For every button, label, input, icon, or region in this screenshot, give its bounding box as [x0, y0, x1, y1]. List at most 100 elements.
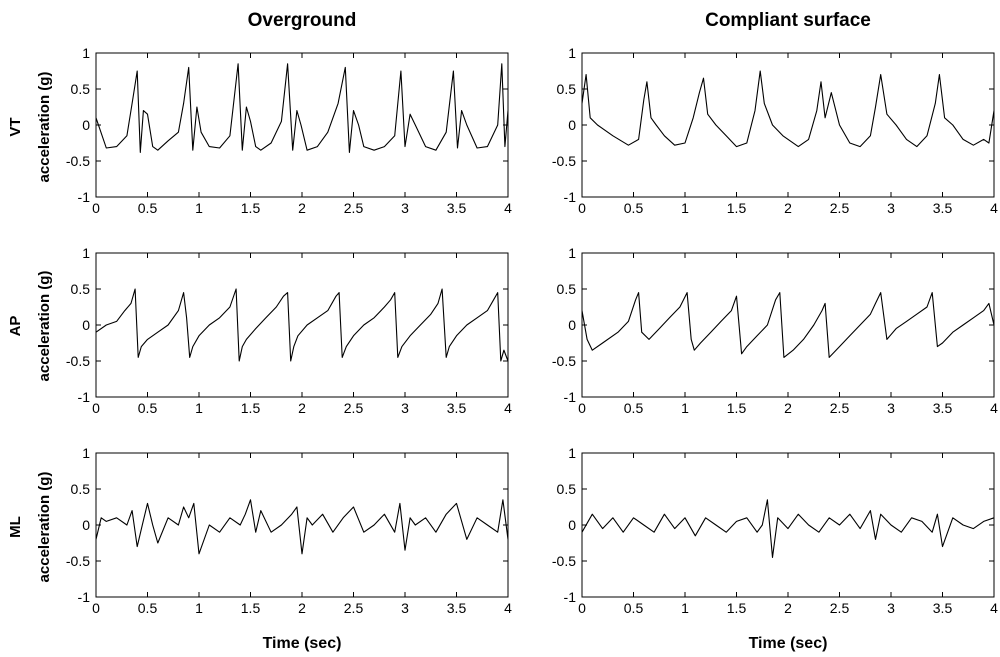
panel-ml-overground-x-tick-label: 4	[504, 600, 512, 616]
panel-ap-compliant-surface-plot-frame	[581, 252, 995, 398]
panel-vt-compliant-surface-x-tick-label: 2.5	[830, 200, 850, 216]
panel-ml-overground-x-tick-label: 2.5	[344, 600, 364, 616]
panel-ml-compliant-surface-x-tick-label: 2.5	[830, 600, 850, 616]
row-label-vt-quantity: acceleration (g)	[36, 72, 53, 183]
panel-ml-overground-x-tick-label: 0.5	[138, 600, 158, 616]
panel-vt-compliant-surface-x-tick-label: 0.5	[624, 200, 644, 216]
panel-ap-overground-x-tick-label: 3.5	[447, 400, 467, 416]
panel-ap-compliant-surface-y-tick-label: 0	[568, 317, 576, 333]
row-label-ap-axis: AP	[7, 316, 24, 337]
panel-ml-compliant-surface-x-tick-label: 0.5	[624, 600, 644, 616]
panel-vt-overground: 0 0.5 1 1.5 2 2.5 3 3.5 4 -1 -0.5 0 0.5 1	[66, 45, 512, 216]
panel-ap-compliant-surface-x-tick-label: 2	[784, 400, 792, 416]
panel-vt-compliant-surface-x-tick-label: 3.5	[933, 200, 953, 216]
panel-ap-compliant-surface-x-tick-label: 4	[990, 400, 998, 416]
panel-ap-overground-y-tick-label: 1	[82, 245, 90, 261]
panel-ml-overground-x-tick-label: 2	[298, 600, 306, 616]
panel-ml-compliant-surface-x-tick-label: 0	[578, 600, 586, 616]
panel-ml-overground-y-tick-label: 0.5	[71, 481, 91, 497]
row-label-vt: VT acceleration (g)	[7, 72, 53, 183]
panel-ap-overground-x-tick-label: 0.5	[138, 400, 158, 416]
panel-ml-overground-y-tick-label: 0	[82, 517, 90, 533]
panel-vt-overground-x-tick-label: 1	[195, 200, 203, 216]
panel-ml-compliant-surface-y-tick-label: 0.5	[557, 481, 577, 497]
panel-ml-compliant-surface-y-tick-label: -0.5	[552, 553, 576, 569]
panel-vt-overground-x-tick-label: 4	[504, 200, 512, 216]
panel-ml-overground-plot-frame	[95, 452, 509, 598]
panel-vt-overground-y-tick-label: 1	[82, 45, 90, 61]
row-label-ap-quantity: acceleration (g)	[36, 271, 53, 382]
row-label-ml-quantity: acceleration (g)	[36, 472, 53, 583]
panel-vt-compliant-surface-y-tick-label: -1	[564, 189, 577, 205]
panel-vt-compliant-surface-x-tick-label: 1	[681, 200, 689, 216]
panel-ap-overground-y-tick-label: 0.5	[71, 281, 91, 297]
panel-ml-overground: 0 0.5 1 1.5 2 2.5 3 3.5 4 -1 -0.5 0 0.5 1	[66, 445, 512, 616]
panel-ml-compliant-surface-x-tick-label: 2	[784, 600, 792, 616]
panel-ml-overground-acceleration-trace	[95, 499, 509, 555]
panel-ap-compliant-surface-x-tick-label: 3	[887, 400, 895, 416]
panel-ap-compliant-surface-x-tick-label: 3.5	[933, 400, 953, 416]
panel-ml-compliant-surface-y-tick-label: 0	[568, 517, 576, 533]
panel-ml-compliant-surface-x-tick-label: 1.5	[727, 600, 747, 616]
panel-ap-compliant-surface-x-tick-label: 1	[681, 400, 689, 416]
panel-vt-overground-x-tick-label: 0	[92, 200, 100, 216]
panel-vt-compliant-surface-x-tick-label: 4	[990, 200, 998, 216]
panel-ml-compliant-surface-y-tick-label: 1	[568, 445, 576, 461]
panel-ml-overground-y-tick-label: -0.5	[66, 553, 90, 569]
panel-ap-compliant-surface-y-tick-label: 1	[568, 245, 576, 261]
panel-ml-overground-y-tick-label: 1	[82, 445, 90, 461]
panel-ap-overground-x-tick-label: 3	[401, 400, 409, 416]
panel-vt-overground-x-tick-label: 2	[298, 200, 306, 216]
x-axis-label-compliant-surface: Time (sec)	[749, 635, 828, 652]
panel-ml-overground-x-tick-label: 1	[195, 600, 203, 616]
panel-ap-compliant-surface-y-tick-label: -0.5	[552, 353, 576, 369]
panel-ap-compliant-surface-x-tick-label: 2.5	[830, 400, 850, 416]
panel-ap-overground: 0 0.5 1 1.5 2 2.5 3 3.5 4 -1 -0.5 0 0.5 1	[66, 245, 512, 416]
panel-vt-compliant-surface-y-tick-label: 0.5	[557, 81, 577, 97]
panel-ap-overground-y-tick-label: 0	[82, 317, 90, 333]
panel-vt-overground-x-tick-label: 3	[401, 200, 409, 216]
panel-ap-overground-y-tick-label: -1	[78, 389, 91, 405]
panel-ap-overground-y-tick-label: -0.5	[66, 353, 90, 369]
panel-grid: 0 0.5 1 1.5 2 2.5 3 3.5 4 -1 -0.5 0 0.5 1 0 0.5 1 1.5 2 2.5…	[66, 45, 998, 616]
panel-ml-overground-y-tick-label: -1	[78, 589, 91, 605]
column-title-compliant-surface: Compliant surface	[705, 10, 871, 31]
panel-vt-compliant-surface-y-tick-label: 1	[568, 45, 576, 61]
panel-vt-compliant-surface-x-tick-label: 1.5	[727, 200, 747, 216]
panel-ml-compliant-surface-x-tick-label: 3	[887, 600, 895, 616]
panel-vt-overground-y-tick-label: -1	[78, 189, 91, 205]
panel-ml-compliant-surface-x-tick-label: 4	[990, 600, 998, 616]
panel-vt-overground-y-tick-label: 0	[82, 117, 90, 133]
panel-vt-compliant-surface-y-tick-label: -0.5	[552, 153, 576, 169]
panel-ml-compliant-surface-y-tick-label: -1	[564, 589, 577, 605]
panel-vt-compliant-surface: 0 0.5 1 1.5 2 2.5 3 3.5 4 -1 -0.5 0 0.5 1	[552, 45, 998, 216]
panel-ap-compliant-surface-y-tick-label: -1	[564, 389, 577, 405]
x-axis-label-overground: Time (sec)	[263, 635, 342, 652]
panel-ap-overground-acceleration-trace	[95, 288, 509, 362]
panel-vt-overground-x-tick-label: 1.5	[241, 200, 261, 216]
row-label-ml: ML acceleration (g)	[7, 472, 53, 583]
panel-ml-overground-x-tick-label: 3	[401, 600, 409, 616]
row-label-ml-axis: ML	[7, 516, 24, 538]
panel-vt-overground-y-tick-label: 0.5	[71, 81, 91, 97]
panel-ap-overground-plot-frame	[95, 252, 509, 398]
row-label-ap: AP acceleration (g)	[7, 271, 53, 382]
panel-vt-overground-x-tick-label: 3.5	[447, 200, 467, 216]
panel-ap-compliant-surface-x-tick-label: 0	[578, 400, 586, 416]
panel-vt-compliant-surface-acceleration-trace	[581, 70, 995, 148]
panel-ap-overground-x-tick-label: 1.5	[241, 400, 261, 416]
row-label-vt-axis: VT	[7, 117, 24, 136]
panel-vt-overground-plot-frame	[95, 52, 509, 198]
panel-ap-overground-x-tick-label: 2.5	[344, 400, 364, 416]
panel-ap-overground-x-tick-label: 1	[195, 400, 203, 416]
panel-vt-compliant-surface-x-tick-label: 3	[887, 200, 895, 216]
panel-ml-overground-x-tick-label: 3.5	[447, 600, 467, 616]
panel-vt-compliant-surface-x-tick-label: 0	[578, 200, 586, 216]
panel-ml-compliant-surface-acceleration-trace	[581, 499, 995, 558]
column-title-overground: Overground	[248, 10, 357, 31]
panel-vt-overground-y-tick-label: -0.5	[66, 153, 90, 169]
panel-ml-overground-x-tick-label: 0	[92, 600, 100, 616]
panel-vt-overground-acceleration-trace	[95, 63, 509, 153]
panel-ap-compliant-surface-x-tick-label: 1.5	[727, 400, 747, 416]
panel-ml-compliant-surface: 0 0.5 1 1.5 2 2.5 3 3.5 4 -1 -0.5 0 0.5 1	[552, 445, 998, 616]
